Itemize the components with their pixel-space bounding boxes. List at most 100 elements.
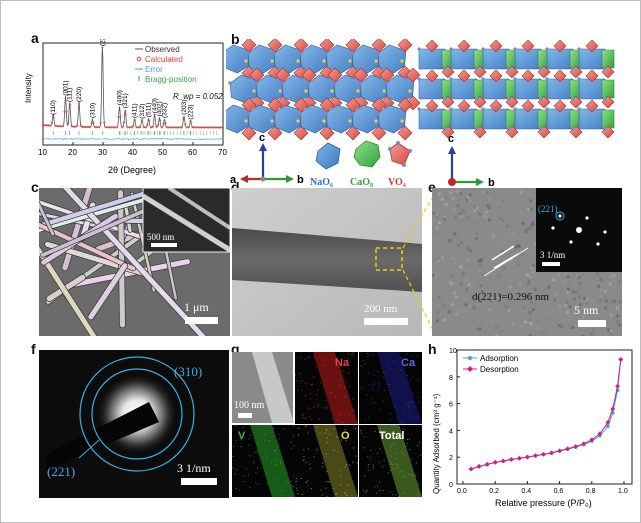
xrd-calculated-point [49, 124, 52, 127]
xrd-calculated-point [103, 121, 106, 124]
xrd-calculated-point [189, 119, 192, 123]
bet-xtick-label: 0.6 [554, 488, 564, 495]
eds-signal [403, 492, 405, 494]
eds-signal [276, 453, 278, 455]
lattice-texture [547, 317, 551, 321]
lattice-texture [566, 310, 570, 314]
lattice-texture [449, 191, 453, 195]
eds-signal [340, 475, 342, 477]
eds-signal [252, 461, 254, 463]
lattice-texture [505, 224, 509, 228]
eds-signal [326, 481, 328, 483]
lattice-texture [501, 200, 505, 204]
lattice-texture [553, 292, 557, 296]
bet-ylabel: Quantity Adsorbed (cm³ g⁻¹) [432, 393, 441, 494]
legend-observed: Observed [145, 45, 180, 54]
oxygen-atom [443, 67, 447, 71]
oxygen-atom [384, 81, 388, 85]
eds-signal [377, 388, 379, 390]
lattice-texture [456, 204, 460, 208]
lattice-texture [544, 334, 548, 336]
vo4-polyhedron [457, 69, 471, 83]
eds-signal [376, 485, 378, 487]
eds-signal [337, 419, 339, 421]
eds-signal [344, 491, 346, 493]
eds-signal [307, 480, 309, 482]
bet-desorption-point [597, 431, 603, 437]
eds-signal [305, 382, 307, 384]
eds-signal [309, 415, 311, 417]
lattice-texture [612, 299, 616, 303]
lattice-texture [519, 325, 523, 329]
lattice-texture [468, 198, 472, 202]
eds-signal [309, 463, 311, 465]
eds-signal [362, 359, 364, 361]
xrd-peak-label: (402) [156, 101, 163, 116]
lattice-texture [437, 295, 441, 299]
eds-signal [263, 435, 265, 437]
panel-label-b: b [231, 31, 240, 47]
lattice-texture [483, 214, 487, 218]
eds-signal [293, 425, 295, 427]
eds-signal [349, 464, 351, 466]
lattice-texture [521, 222, 525, 226]
eds-signal [280, 494, 282, 496]
xrd-legend: Observed Calculated Error Bragg-position… [135, 45, 223, 101]
fft-plane-label: (221) [538, 204, 558, 214]
lattice-texture [479, 284, 483, 288]
lattice-texture [511, 205, 515, 209]
eds-signal [297, 427, 299, 429]
tem-selection-box[interactable] [375, 247, 403, 271]
lattice-texture [507, 309, 511, 313]
eds-signal [397, 372, 399, 374]
xrd-calculated-point [92, 122, 95, 125]
lattice-texture [566, 287, 570, 291]
eds-signal [371, 387, 373, 389]
axes-left: c a b [230, 132, 304, 186]
eds-signal [383, 390, 385, 392]
eds-signal [411, 474, 413, 476]
sem-scalebar [185, 317, 218, 324]
eds-signal [346, 396, 348, 398]
axis-a-left: a [230, 174, 237, 186]
tem-scale-label: 200 nm [364, 303, 398, 315]
eds-signal [297, 390, 299, 392]
lattice-texture [464, 303, 468, 307]
eds-signal [382, 400, 384, 402]
eds-signal [394, 406, 396, 408]
eds-signal [242, 427, 244, 429]
lattice-texture [504, 305, 508, 309]
eds-signal [305, 358, 307, 360]
eds-signal [339, 384, 341, 386]
lattice-texture [599, 298, 603, 302]
lattice-texture [436, 221, 440, 225]
eds-signal [387, 364, 389, 366]
lattice-texture [452, 207, 456, 211]
lattice-texture [566, 325, 570, 329]
lattice-texture [468, 304, 472, 308]
lattice-texture [437, 259, 441, 263]
oxygen-atom [417, 107, 421, 111]
eds-signal [305, 417, 307, 419]
oxygen-atom [481, 107, 485, 111]
oxygen-atom [577, 77, 581, 81]
eds-signal [301, 477, 303, 479]
lattice-texture [465, 287, 469, 291]
oxygen-atom [539, 67, 543, 71]
lattice-texture [444, 203, 448, 207]
oxygen-atom [254, 81, 258, 85]
bet-desorption-point [492, 459, 498, 465]
xrd-xtick-label: 30 [98, 148, 107, 157]
xrd-peak-label: (312) [139, 104, 146, 119]
eds-signal [360, 430, 362, 432]
lattice-texture [518, 282, 522, 286]
lattice-texture [597, 309, 601, 313]
lattice-texture [595, 272, 599, 276]
oxygen-atom [417, 77, 421, 81]
atom [296, 59, 300, 63]
lattice-texture [497, 273, 501, 277]
lattice-texture [529, 226, 533, 230]
eds-signal [359, 387, 361, 389]
eds-signal [375, 492, 377, 494]
eds-signal [396, 457, 398, 459]
